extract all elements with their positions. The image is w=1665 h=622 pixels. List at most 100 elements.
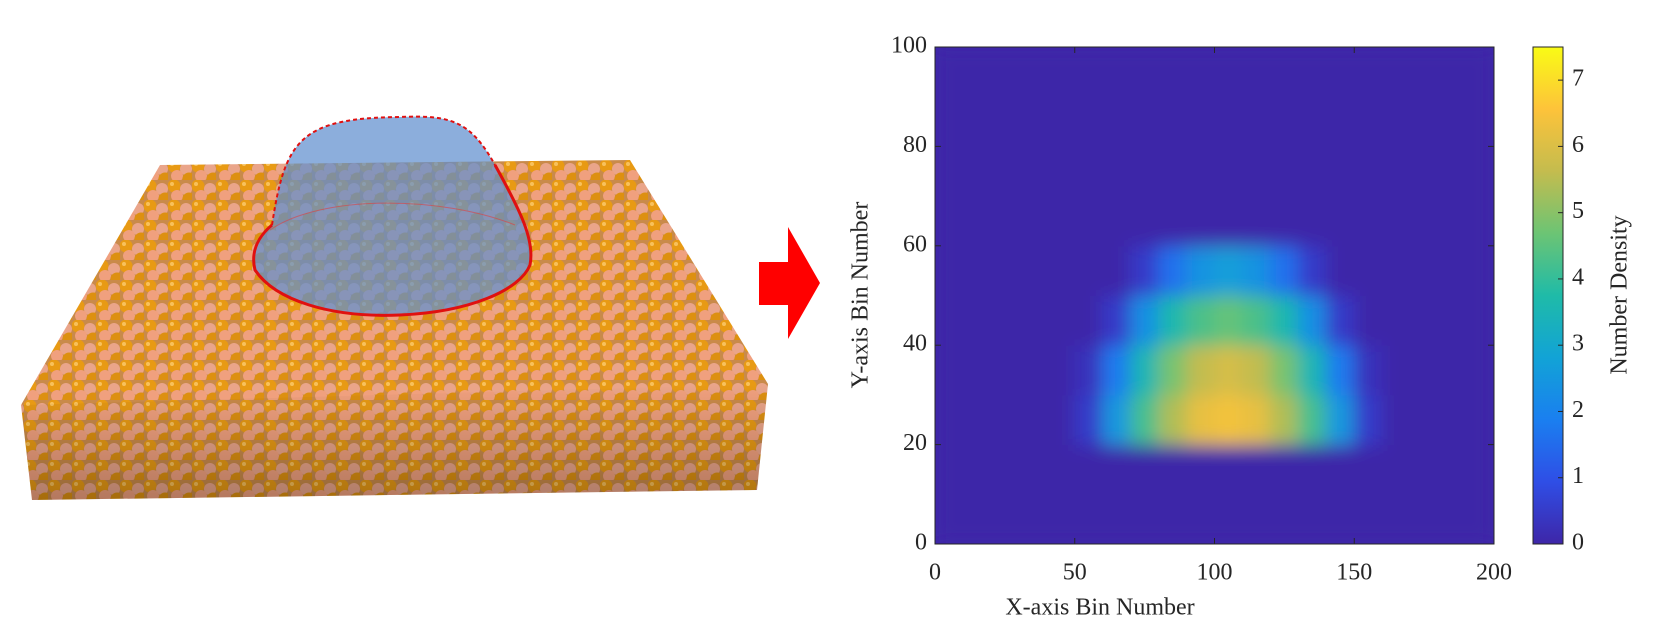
heatmap-cell	[1214, 195, 1243, 247]
heatmap-cell	[1214, 444, 1243, 495]
heatmap-cell	[1214, 295, 1243, 346]
heatmap-cell	[1325, 394, 1355, 446]
y-tick-label: 100	[891, 33, 927, 59]
heatmap-cell	[1214, 394, 1243, 446]
heatmap-cell	[1297, 344, 1327, 396]
heatmap-cell	[962, 344, 992, 396]
heatmap-cell	[1018, 145, 1048, 197]
heatmap-cell	[1130, 295, 1160, 346]
heatmap-cell	[1297, 96, 1327, 147]
heatmap-cell	[1409, 145, 1439, 197]
heatmap-cell	[1381, 245, 1411, 296]
heatmap-cell	[1018, 295, 1048, 346]
heatmap-cell	[1353, 344, 1383, 396]
heatmap-cell	[990, 96, 1020, 147]
heatmap-cell	[1102, 245, 1132, 296]
heatmap-cell	[1018, 394, 1048, 446]
heatmap-cell	[1325, 493, 1355, 544]
heatmap-cell	[1046, 145, 1076, 197]
heatmap-cell	[1297, 444, 1327, 495]
heatmap-cell	[990, 47, 1020, 98]
heatmap-cell	[1102, 344, 1132, 396]
heatmap-cell	[1437, 344, 1467, 396]
heatmap-cell	[962, 394, 992, 446]
heatmap-cell	[990, 394, 1020, 446]
heatmap-cell	[1158, 444, 1188, 495]
heatmap-cell	[1102, 195, 1132, 247]
heatmap-cell	[1381, 394, 1411, 446]
heatmap-cell	[1353, 295, 1383, 346]
heatmap-cell	[1074, 96, 1104, 147]
heatmap-cell	[1437, 47, 1467, 98]
heatmap-cell	[1214, 493, 1243, 544]
heatmap-cell	[1381, 96, 1411, 147]
heatmap-cell	[1325, 96, 1355, 147]
heatmap-cell	[1158, 344, 1188, 396]
heatmap-cell	[1046, 47, 1076, 98]
heatmap-cell	[1130, 444, 1160, 495]
heatmap-cell	[1409, 96, 1439, 147]
heatmap-cell	[935, 96, 964, 147]
colorbar-tick-label: 3	[1572, 331, 1584, 357]
heatmap-cell	[1241, 195, 1271, 247]
heatmap-cell	[1353, 145, 1383, 197]
heatmap-cell	[1241, 295, 1271, 346]
heatmap-cell	[1046, 96, 1076, 147]
heatmap-cell	[1353, 394, 1383, 446]
x-tick-label: 150	[1336, 560, 1372, 586]
heatmap-cell	[1297, 145, 1327, 197]
heatmap-cell	[1325, 295, 1355, 346]
colorbar-tick-label: 6	[1572, 132, 1584, 158]
heatmap-cell	[1214, 145, 1243, 197]
heatmap-cell	[1297, 295, 1327, 346]
heatmap-cell	[1269, 344, 1299, 396]
y-tick-label: 0	[915, 530, 927, 556]
heatmap-cell	[1437, 444, 1467, 495]
heatmap-cell	[1325, 145, 1355, 197]
heatmap-cell	[990, 245, 1020, 296]
x-tick-label: 100	[1197, 560, 1233, 586]
heatmap-cell	[1158, 47, 1188, 98]
heatmap-cell	[1186, 493, 1215, 544]
heatmap-cell	[1130, 47, 1160, 98]
heatmap-cell	[1186, 47, 1215, 98]
x-axis-label: X-axis Bin Number	[1005, 595, 1194, 621]
heatmap-cell	[1018, 344, 1048, 396]
heatmap-cell	[1465, 195, 1494, 247]
heatmap-cell	[1186, 145, 1215, 197]
y-tick-label: 80	[903, 132, 927, 158]
x-tick-label: 200	[1476, 560, 1512, 586]
y-axis-label: Y-axis Bin Number	[848, 202, 874, 389]
heatmap-cell	[962, 96, 992, 147]
heatmap-cell	[1046, 493, 1076, 544]
y-tick-label: 60	[903, 231, 927, 257]
heatmap-cell	[1186, 96, 1215, 147]
heatmap-cell	[1325, 444, 1355, 495]
heatmap-cell	[1214, 47, 1243, 98]
heatmap-cell	[1381, 47, 1411, 98]
heatmap-cell	[935, 145, 964, 197]
heatmap-cell	[1409, 394, 1439, 446]
heatmap-cell	[1297, 493, 1327, 544]
heatmap-cell	[1269, 444, 1299, 495]
heatmap-cell	[1046, 394, 1076, 446]
heatmap-cell	[935, 493, 964, 544]
heatmap-cell	[1465, 47, 1494, 98]
heatmap-cell	[1409, 195, 1439, 247]
heatmap-cell	[1158, 245, 1188, 296]
heatmap-cell	[1102, 394, 1132, 446]
heatmap-cell	[1437, 195, 1467, 247]
heatmap-cell	[1130, 493, 1160, 544]
heatmap-cell	[1353, 195, 1383, 247]
heatmap-cell	[1046, 295, 1076, 346]
heatmap-cell	[1186, 245, 1215, 296]
heatmap-cell	[1214, 344, 1243, 396]
heatmap-cell	[1269, 96, 1299, 147]
heatmap-cell	[1381, 195, 1411, 247]
colorbar-tick-label: 1	[1572, 463, 1584, 489]
heatmap-cell	[1241, 96, 1271, 147]
heatmap-cell	[1018, 96, 1048, 147]
colorbar-tick-label: 7	[1572, 66, 1584, 92]
heatmap-cell	[1074, 394, 1104, 446]
